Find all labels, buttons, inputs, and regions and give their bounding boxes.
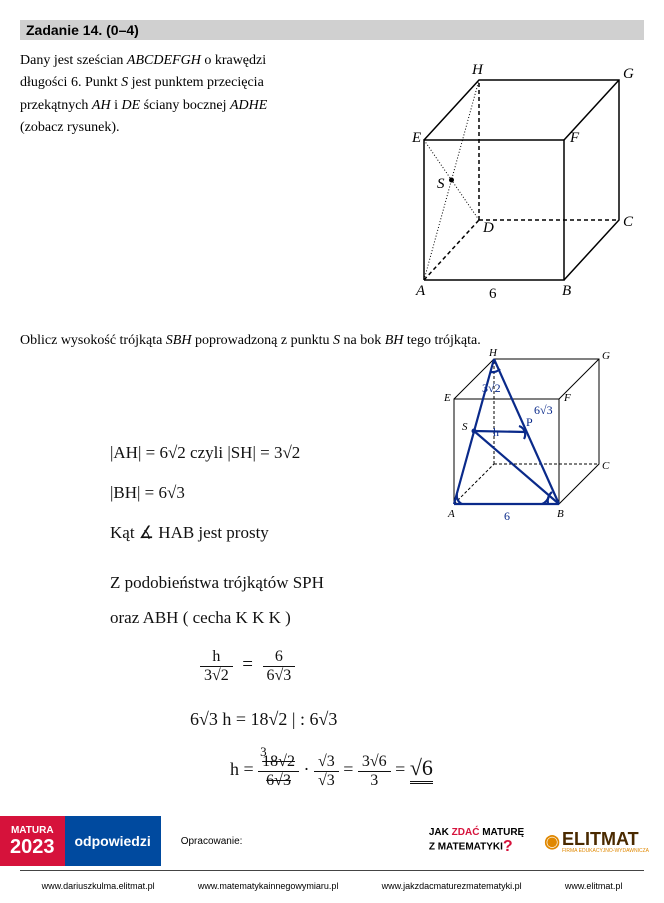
eq3: = xyxy=(395,759,410,779)
diag-AH: AH xyxy=(92,98,111,113)
elitmat-sub: FIRMA EDUKACYJNO-WYDAWNICZA xyxy=(562,850,649,853)
q1: Oblicz wysokość trójkąta xyxy=(20,333,166,348)
jak2: MATURĘ xyxy=(479,827,524,838)
label-G: G xyxy=(623,66,634,82)
link-c: www.jakzdacmaturezmatematyki.pl xyxy=(382,881,522,891)
problem-prose: Dany jest sześcian ABCDEFGH o krawędzi d… xyxy=(20,50,320,140)
link-d: www.elitmat.pl xyxy=(565,881,623,891)
hw-l3: Kąt ∡ HAB jest prosty xyxy=(110,517,269,549)
annot-h: h xyxy=(493,425,499,439)
matura-year: 2023 xyxy=(10,836,55,858)
face-ADHE: ADHE xyxy=(230,98,267,113)
label-A: A xyxy=(415,283,426,299)
problem-title-bar: Zadanie 14. (0–4) xyxy=(20,20,644,40)
cube-diagram: A B C D E F G H S 6 xyxy=(394,50,634,310)
hw-l2: |BH| = 6√3 xyxy=(110,477,185,509)
answer-rt6: √6 xyxy=(410,755,433,784)
hw-l1: |AH| = 6√2 czyli |SH| = 3√2 xyxy=(110,437,300,469)
cube-diagram-annotated: A B C E F G H S 3√2 6√3 h P 6 xyxy=(434,344,644,524)
elitmat-logo: ◉ ELITMAT FIRMA EDUKACYJNO-WYDAWNICZA xyxy=(544,829,649,853)
jak3: Z MATEMATYKI xyxy=(429,841,503,852)
footer-banner: MATURA 2023 odpowiedzi Opracowanie: JAK … xyxy=(0,816,664,866)
diag-DE: DE xyxy=(121,98,140,113)
prose1: Dany jest sześcian xyxy=(20,53,127,68)
eq2: = xyxy=(343,759,358,779)
q3: na bok xyxy=(344,333,385,348)
label-C: C xyxy=(623,214,634,230)
hw-l4: Z podobieństwa trójkątów SPH xyxy=(110,567,324,599)
q-tri: SBH xyxy=(166,333,192,348)
frac-rt3-rt3: √3 √3 xyxy=(314,753,339,789)
prose2b: jest punktem przecięcia xyxy=(132,75,264,90)
page-footer: MATURA 2023 odpowiedzi Opracowanie: JAK … xyxy=(0,816,664,903)
problem-title: Zadanie 14. (0–4) xyxy=(26,22,139,38)
annot-P: P xyxy=(526,415,533,429)
odp-label: odpowiedzi xyxy=(75,833,151,849)
label-S: S xyxy=(437,176,445,192)
frac-6-6rt3: 6 6√3 xyxy=(263,648,296,684)
jak-zdac-logo: JAK ZDAĆ MATURĘ Z MATEMATYKI? xyxy=(429,827,524,856)
hw-l8: h = 3 18√2 6√3 · √3 √3 = 3√6 3 = √6 xyxy=(230,747,433,789)
problem-body: Dany jest sześcian ABCDEFGH o krawędzi d… xyxy=(20,50,644,310)
matura-badge: MATURA 2023 xyxy=(0,816,65,866)
l2-H: H xyxy=(488,347,498,359)
point-S: S xyxy=(121,75,128,90)
q2: poprowadzoną z punktu xyxy=(195,333,333,348)
cancel-3-top: 3 xyxy=(260,740,267,765)
footer-links: www.dariuszkulma.elitmat.pl www.matematy… xyxy=(0,875,664,903)
opracowanie-label: Opracowanie: xyxy=(181,836,243,847)
edge-len-6: 6 xyxy=(489,286,497,302)
annot-6rt3: 6√3 xyxy=(534,403,553,417)
label-F: F xyxy=(569,130,580,146)
l2-C: C xyxy=(602,460,610,472)
l2-E: E xyxy=(443,392,451,404)
zdac: ZDAĆ xyxy=(452,827,480,838)
prose4: (zobacz rysunek). xyxy=(20,120,120,135)
dot: · xyxy=(303,759,314,779)
annot-3rt2: 3√2 xyxy=(482,381,501,395)
prose3c: ściany bocznej xyxy=(144,98,230,113)
footer-separator xyxy=(20,870,644,871)
frac-h-3rt2: h 3√2 xyxy=(200,648,233,684)
q-ptS: S xyxy=(333,333,340,348)
label-E: E xyxy=(411,130,421,146)
prose2a: długości 6. Punkt xyxy=(20,75,121,90)
swirl-icon: ◉ xyxy=(544,831,560,852)
hw-l6: h 3√2 = 6 6√3 xyxy=(200,647,295,684)
frac-3rt6-3: 3√6 3 xyxy=(358,753,391,789)
jak-q: ? xyxy=(503,838,513,855)
h-eq: h = xyxy=(230,759,258,779)
link-a: www.dariuszkulma.elitmat.pl xyxy=(42,881,155,891)
l2-S: S xyxy=(462,421,468,433)
work-area: A B C E F G H S 3√2 6√3 h P 6 |AH| = 6√2… xyxy=(20,362,644,812)
odp-badge: odpowiedzi xyxy=(65,816,161,866)
annot-6: 6 xyxy=(504,509,510,523)
hw-l7: 6√3 h = 18√2 | : 6√3 xyxy=(190,702,337,736)
label-H: H xyxy=(471,62,484,78)
l2-A: A xyxy=(447,508,455,520)
label-B: B xyxy=(562,283,571,299)
q-BH: BH xyxy=(385,333,404,348)
matura-label: MATURA xyxy=(11,825,54,836)
eq1: = xyxy=(242,654,253,675)
l2-G: G xyxy=(602,350,610,362)
prose3a: przekątnych xyxy=(20,98,92,113)
label-D: D xyxy=(482,220,494,236)
prose1b: o krawędzi xyxy=(204,53,266,68)
elitmat-text: ELITMAT xyxy=(562,829,639,849)
link-b: www.matematykainnegowymiaru.pl xyxy=(198,881,339,891)
l2-B: B xyxy=(557,508,564,520)
jak1: JAK xyxy=(429,827,452,838)
cube-name: ABCDEFGH xyxy=(127,53,201,68)
l2-F: F xyxy=(563,392,571,404)
hw-l5: oraz ABH ( cecha K K K ) xyxy=(110,602,291,634)
